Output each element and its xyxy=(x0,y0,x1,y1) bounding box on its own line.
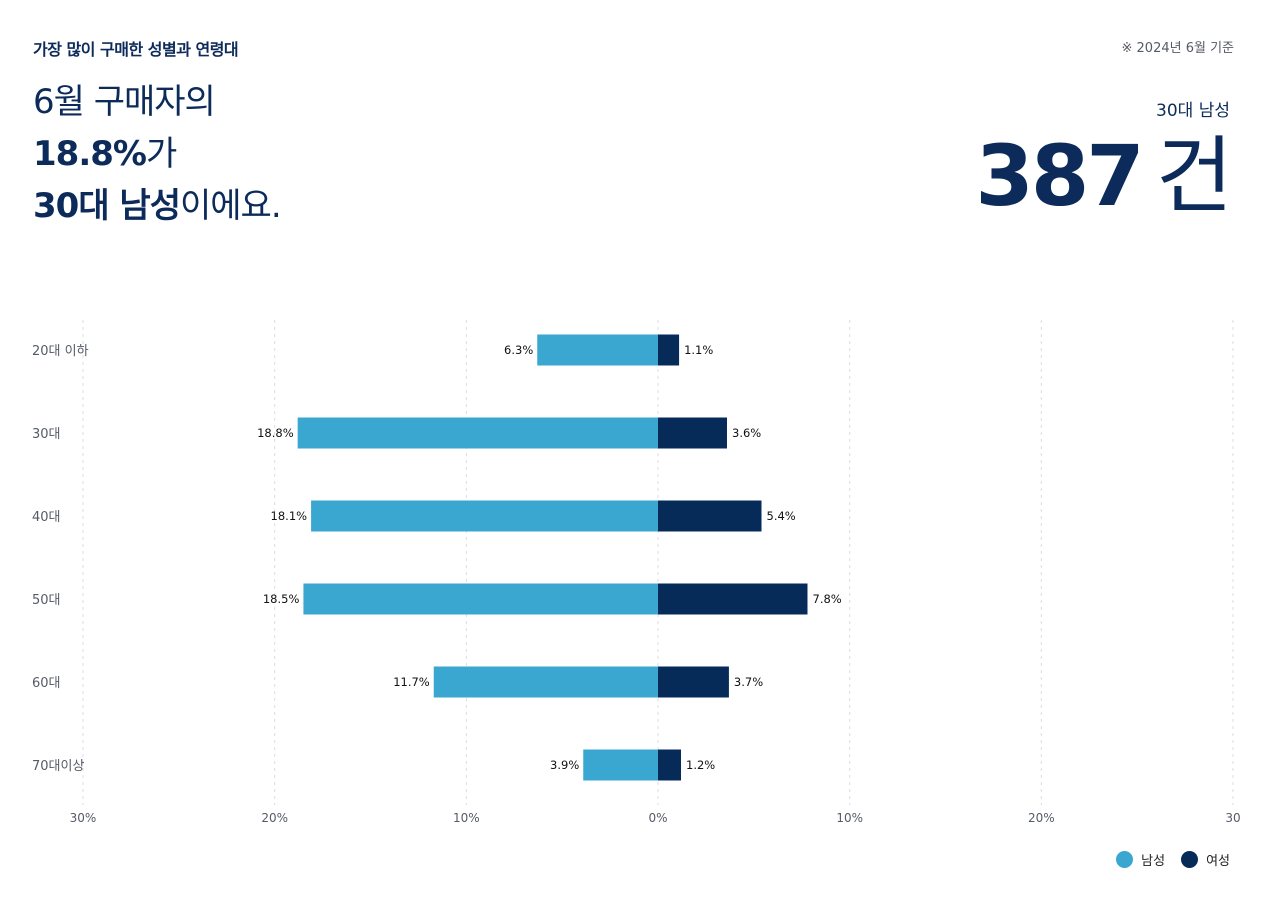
highlight-unit: 건 xyxy=(1155,127,1233,225)
value-label-male: 18.8% xyxy=(257,426,294,440)
value-label-female: 1.1% xyxy=(684,343,713,357)
legend-dot-female xyxy=(1181,851,1199,868)
category-label: 60대 xyxy=(32,676,61,691)
highlight-label: 30대 남성 xyxy=(1156,101,1230,121)
category-label: 30대 xyxy=(32,427,61,442)
highlight-value: 387 건 xyxy=(975,127,1233,225)
highlight-number: 387 xyxy=(975,127,1144,225)
value-label-female: 1.2% xyxy=(686,758,715,772)
value-label-male: 3.9% xyxy=(550,758,579,772)
value-label-male: 18.5% xyxy=(263,592,300,606)
legend-label-female: 여성 xyxy=(1206,854,1230,869)
bar-male xyxy=(537,334,658,366)
value-label-female: 7.8% xyxy=(813,592,842,606)
x-tick-label: 20% xyxy=(261,811,288,825)
legend: 남성 여성 xyxy=(1116,850,1230,869)
headline: 6월 구매자의 18.8%가 30대 남성이에요. xyxy=(33,76,282,232)
legend-item-male: 남성 xyxy=(1116,850,1165,869)
bar-female xyxy=(658,749,681,781)
basis-note: ※ 2024년 6월 기준 xyxy=(1121,41,1235,56)
value-label-female: 5.4% xyxy=(767,509,796,523)
bar-male xyxy=(583,749,658,781)
category-label: 50대 xyxy=(32,593,61,608)
x-tick-label: 10% xyxy=(453,811,480,825)
bar-male xyxy=(297,417,658,449)
legend-item-female: 여성 xyxy=(1181,850,1230,869)
bar-female xyxy=(658,417,727,449)
value-label-female: 3.6% xyxy=(732,426,761,440)
bar-female xyxy=(658,666,729,698)
bar-female xyxy=(658,334,680,366)
headline-line-2: 18.8%가 xyxy=(33,128,281,180)
value-label-male: 11.7% xyxy=(393,675,430,689)
x-tick-label: 30 xyxy=(1225,811,1240,825)
headline-group-suffix: 이에요. xyxy=(180,186,282,226)
diverging-bar-chart: 30% 20% 10% 0% 10% 20% 30 20대 이하 6.3% 1.1% 30대 18.8… xyxy=(32,320,1241,825)
x-tick-label: 30% xyxy=(70,811,97,825)
headline-percent: 18.8% xyxy=(33,134,147,174)
bar-female xyxy=(658,500,762,532)
section-title: 가장 많이 구매한 성별과 연령대 xyxy=(33,40,239,59)
headline-percent-suffix: 가 xyxy=(145,134,177,174)
legend-dot-male xyxy=(1116,851,1134,868)
category-label: 20대 이하 xyxy=(32,344,89,359)
x-tick-label: 10% xyxy=(836,811,863,825)
value-label-female: 3.7% xyxy=(734,675,763,689)
category-label: 70대이상 xyxy=(32,759,84,774)
bar-male xyxy=(433,666,658,698)
x-tick-label: 0% xyxy=(648,811,667,825)
x-tick-label: 20% xyxy=(1028,811,1055,825)
headline-line-3: 30대 남성이에요. xyxy=(33,180,282,232)
value-label-male: 6.3% xyxy=(504,343,533,357)
legend-label-male: 남성 xyxy=(1141,854,1166,869)
value-label-male: 18.1% xyxy=(271,509,308,523)
bar-female xyxy=(658,583,808,615)
category-label: 40대 xyxy=(32,510,61,525)
headline-group: 30대 남성 xyxy=(33,186,181,226)
headline-line-1: 6월 구매자의 xyxy=(33,82,216,122)
bar-male xyxy=(303,583,658,615)
bar-male xyxy=(311,500,658,532)
